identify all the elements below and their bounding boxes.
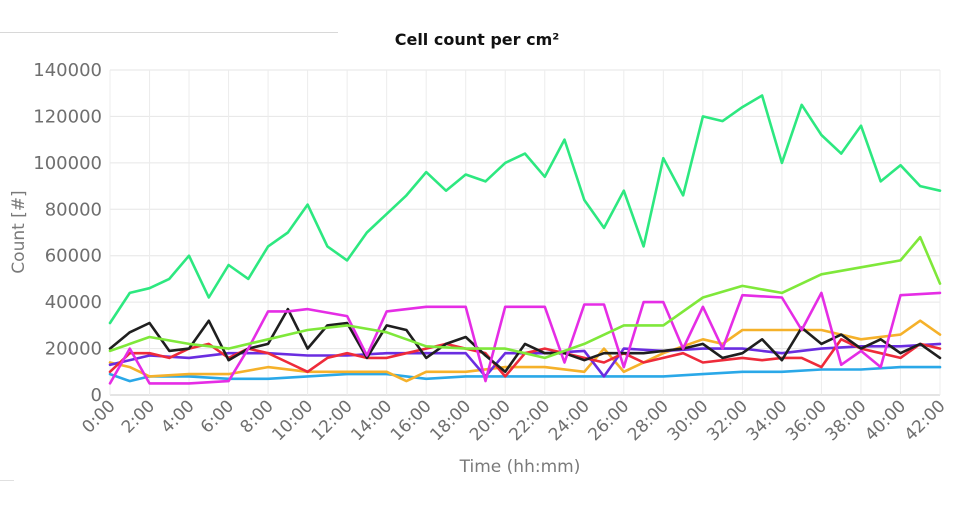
y-axis-ticks: 0 20000 40000 60000 80000 100000 120000 140000 <box>33 60 102 406</box>
x-axis-label: Time (hh:mm) <box>459 457 581 477</box>
y-tick-label: 120000 <box>33 106 102 127</box>
x-tick-label: 16:00 <box>387 396 436 445</box>
x-tick-label: 26:00 <box>585 396 634 445</box>
x-tick-label: 40:00 <box>861 396 910 445</box>
series-orange <box>108 319 942 383</box>
grid <box>109 69 941 396</box>
frame-bottom-border <box>0 480 14 481</box>
x-tick-label: 24:00 <box>545 396 594 445</box>
x-tick-label: 14:00 <box>347 396 396 445</box>
x-tick-label: 0:00 <box>78 396 119 437</box>
series-magenta <box>108 291 942 385</box>
y-tick-label: 0 <box>91 385 102 406</box>
y-tick-label: 60000 <box>45 246 102 267</box>
chart-title: Cell count per cm² <box>395 30 560 49</box>
y-tick-label: 80000 <box>45 199 102 220</box>
y-tick-label: 100000 <box>33 153 102 174</box>
y-tick-label: 20000 <box>45 339 102 360</box>
x-tick-label: 12:00 <box>308 396 357 445</box>
x-tick-label: 34:00 <box>743 396 792 445</box>
x-axis-ticks: 0:002:004:006:008:0010:0012:0014:0016:00… <box>78 396 949 445</box>
series-black <box>108 307 942 374</box>
x-tick-label: 10:00 <box>268 396 317 445</box>
x-tick-label: 6:00 <box>197 396 238 437</box>
y-tick-label: 40000 <box>45 292 102 313</box>
x-tick-label: 32:00 <box>703 396 752 445</box>
x-tick-label: 18:00 <box>426 396 475 445</box>
y-axis-label: Count [#] <box>9 190 29 273</box>
x-tick-label: 28:00 <box>624 396 673 445</box>
series-lines <box>108 94 942 385</box>
x-tick-label: 4:00 <box>157 396 198 437</box>
x-tick-label: 42:00 <box>901 396 950 445</box>
series-lime <box>108 235 942 360</box>
x-tick-label: 22:00 <box>506 396 555 445</box>
y-tick-label: 140000 <box>33 60 102 81</box>
frame-top-border <box>0 32 338 33</box>
x-tick-label: 36:00 <box>782 396 831 445</box>
x-tick-label: 20:00 <box>466 396 515 445</box>
x-tick-label: 2:00 <box>118 396 159 437</box>
series-spring-green <box>108 94 942 325</box>
x-tick-label: 38:00 <box>822 396 871 445</box>
x-tick-label: 30:00 <box>664 396 713 445</box>
